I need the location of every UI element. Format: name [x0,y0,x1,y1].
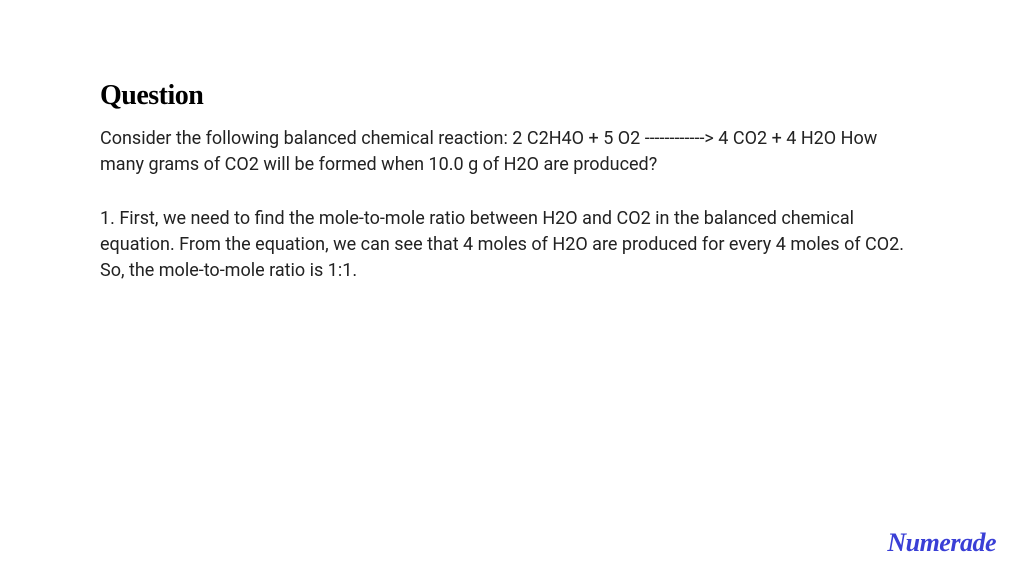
brand-logo: Numerade [887,528,996,558]
question-body: Consider the following balanced chemical… [100,126,924,178]
content-container: Question Consider the following balanced… [0,0,1024,284]
answer-step: 1. First, we need to find the mole-to-mo… [100,206,924,284]
question-heading: Question [100,80,924,112]
